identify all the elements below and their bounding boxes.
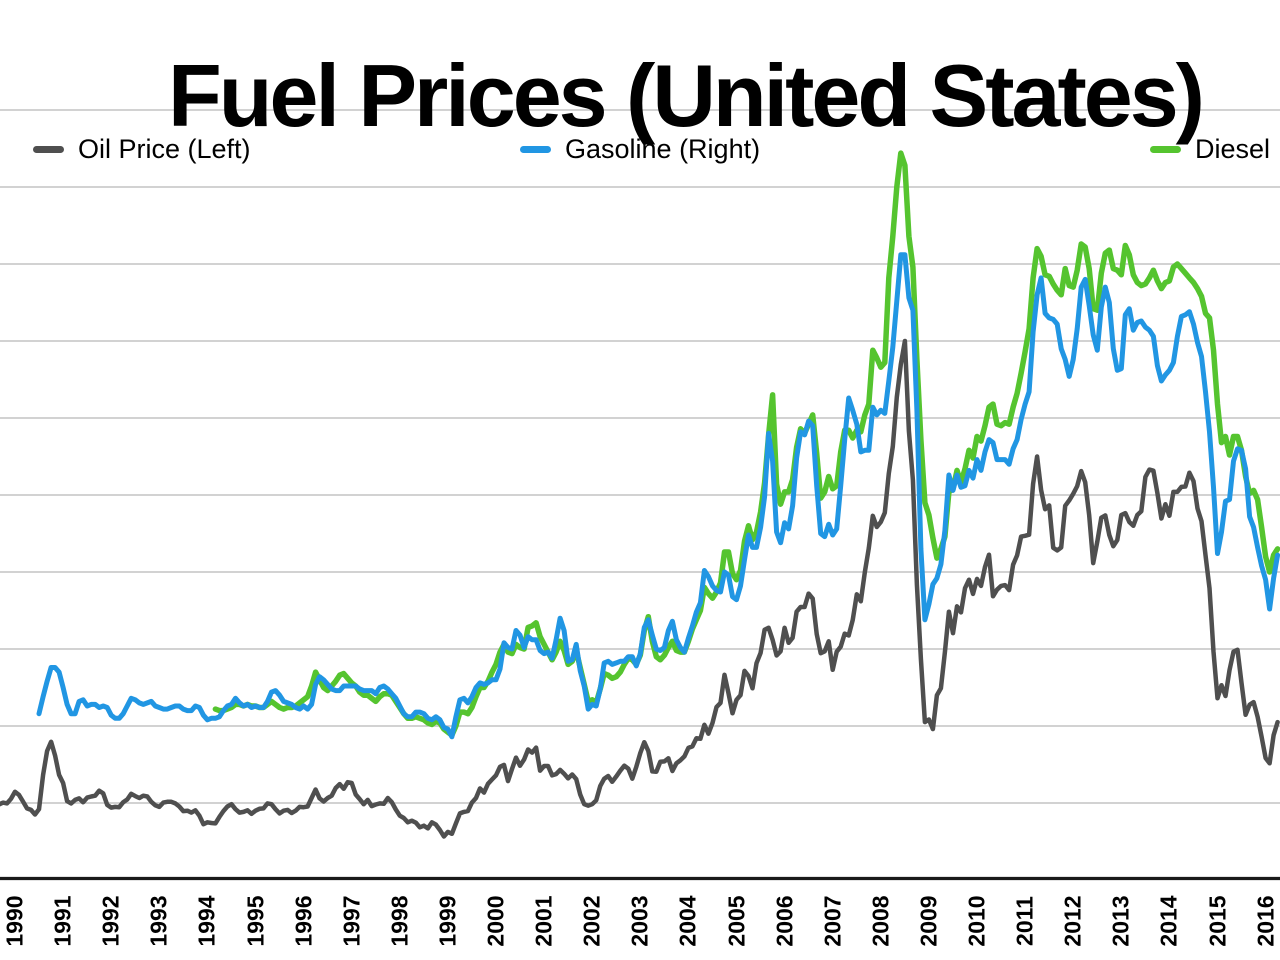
diesel-line	[212, 150, 1280, 738]
legend: Oil Price (Left) Gasoline (Right) Diesel	[0, 131, 1280, 167]
diesel-legend-swatch-icon	[1150, 145, 1181, 153]
legend-item-gasoline: Gasoline (Right)	[520, 131, 760, 167]
gridlines	[0, 109, 1280, 804]
legend-label-oil-price: Oil Price (Left)	[78, 133, 251, 164]
legend-label-gasoline: Gasoline (Right)	[565, 133, 761, 164]
gasoline-right-line	[36, 252, 1280, 740]
gasoline-legend-swatch-icon	[520, 145, 551, 153]
page-title: Fuel Prices (United States)	[168, 45, 1205, 145]
legend-item-diesel: Diesel	[1150, 131, 1270, 167]
legend-item-oil-price: Oil Price (Left)	[33, 131, 251, 167]
oil-price-legend-swatch-icon	[33, 145, 64, 153]
oil-price-left-line	[0, 338, 1280, 839]
legend-label-diesel: Diesel	[1195, 133, 1271, 164]
